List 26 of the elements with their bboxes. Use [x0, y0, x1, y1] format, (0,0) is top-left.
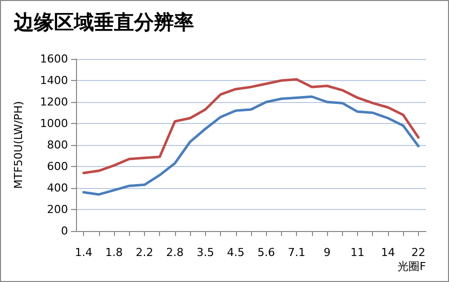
line-series: [82, 78, 420, 174]
y-tick-label: 800: [47, 138, 68, 152]
x-tick-label: 5.6: [257, 246, 275, 259]
x-tick-label: 2.8: [166, 246, 184, 259]
y-tick-label: 0: [61, 224, 68, 238]
x-tick-label: 9: [324, 246, 331, 259]
x-tick-label: 1.8: [105, 246, 123, 259]
chart-title: 边缘区域垂直分辨率: [13, 10, 194, 34]
line-series: [82, 95, 420, 196]
x-tick-label: 1.4: [74, 246, 92, 259]
x-tick-label: 2.2: [136, 246, 154, 259]
x-tick-label: 7.1: [288, 246, 306, 259]
y-tick-label: 600: [47, 160, 68, 173]
x-tick-label: 4.5: [227, 246, 245, 259]
y-tick-label: 1600: [40, 52, 68, 66]
y-axis-title: MTF50U(LW/PH): [12, 101, 25, 189]
x-tick-label: 22: [411, 246, 426, 259]
y-tick-label: 1400: [40, 74, 68, 87]
y-tick-label: 400: [47, 182, 68, 194]
y-tick-label: 200: [47, 203, 68, 216]
y-tick-label: 1000: [40, 117, 68, 130]
y-tick-label: 1200: [40, 96, 68, 108]
x-tick-label: 3.5: [196, 246, 214, 259]
x-tick-label: 14: [380, 246, 395, 259]
x-axis-title: 光圈F: [398, 260, 426, 273]
x-tick-label: 11: [350, 246, 365, 259]
